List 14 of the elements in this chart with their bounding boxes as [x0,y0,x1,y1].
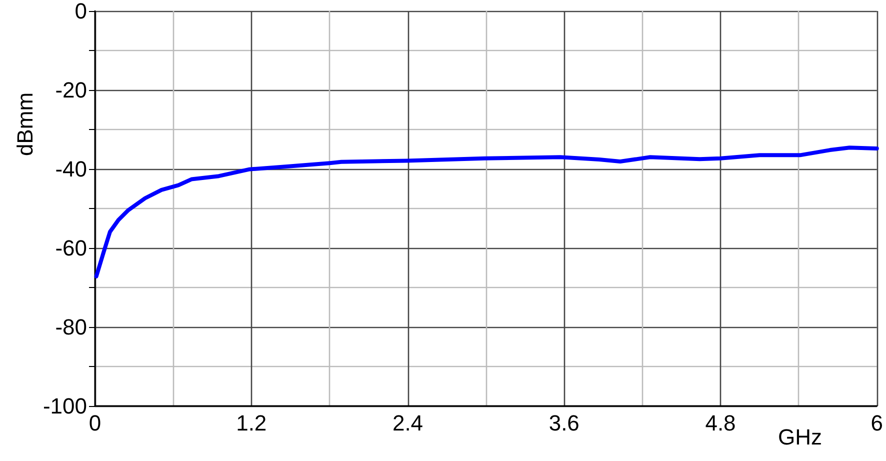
x-tick-label: 6 [870,410,884,436]
y-tick-label: -20 [55,78,87,102]
x-axis-title: GHz [778,424,822,450]
x-tick-label: 2.4 [392,410,424,436]
x-tick-label: 4.8 [705,410,736,436]
x-tick-label: 3.6 [548,410,580,436]
y-tick-label: -80 [55,314,87,340]
y-tick-label: -40 [55,156,87,182]
y-tick-label: -100 [42,394,87,418]
x-tick-label: 1.2 [236,410,267,436]
y-tick-label: 0 [74,0,87,24]
y-tick-label: -60 [55,236,87,260]
line-series [94,146,879,278]
y-axis-title: dBmm [12,92,38,156]
